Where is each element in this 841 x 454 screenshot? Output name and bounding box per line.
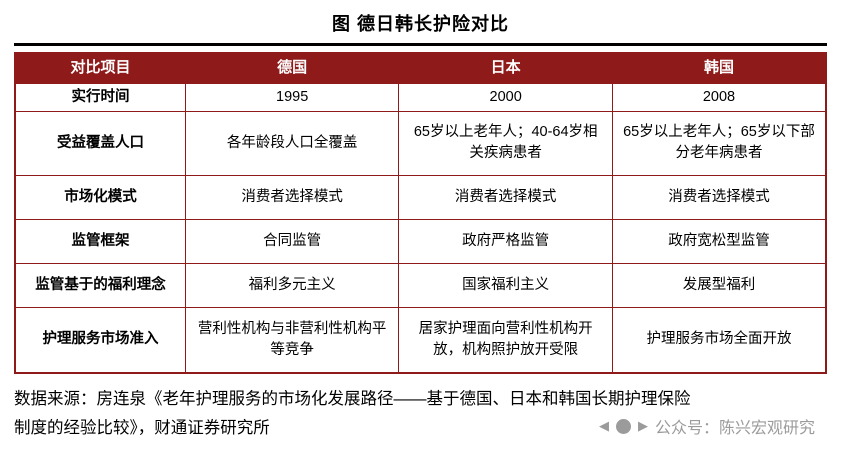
row-label-market-access: 护理服务市场准入 [14,306,186,374]
table-row: 实行时间 1995 2000 2008 [14,82,827,112]
cell-korea-coverage: 65岁以上老年人；65岁以下部分老年病患者 [611,110,827,176]
cell-korea-time: 2008 [611,82,827,112]
header-japan: 日本 [398,52,613,84]
header-germany: 德国 [184,52,400,84]
header-korea: 韩国 [611,52,827,84]
row-label-implementation-time: 实行时间 [14,82,186,112]
data-source-line1: 数据来源：房连泉《老年护理服务的市场化发展路径——基于德国、日本和韩国长期护理保… [14,390,691,409]
comparison-table: 对比项目 德国 日本 韩国 实行时间 1995 2000 2008 受益覆盖人口… [14,52,827,375]
cell-japan-mode: 消费者选择模式 [398,174,613,220]
cell-germany-coverage: 各年龄段人口全覆盖 [184,110,400,176]
cell-japan-time: 2000 [398,82,613,112]
row-label-coverage: 受益覆盖人口 [14,110,186,176]
table-row: 监管框架 合同监管 政府严格监管 政府宽松型监管 [14,218,827,264]
table-header: 对比项目 德国 日本 韩国 [14,52,827,84]
cell-japan-framework: 政府严格监管 [398,218,613,264]
cell-germany-welfare: 福利多元主义 [184,262,400,308]
cell-germany-mode: 消费者选择模式 [184,174,400,220]
figure-title: 图 德日韩长护险对比 [331,14,509,34]
row-label-regulation-framework: 监管框架 [14,218,186,264]
header-row: 对比项目 德国 日本 韩国 [14,52,827,84]
table-row: 市场化模式 消费者选择模式 消费者选择模式 消费者选择模式 [14,174,827,220]
cell-germany-time: 1995 [184,82,400,112]
cell-korea-framework: 政府宽松型监管 [611,218,827,264]
cell-korea-welfare: 发展型福利 [611,262,827,308]
watermark: ◀ ▶ 公众号：陈兴宏观研究 [599,414,815,438]
left-arrow-icon: ◀ [598,418,609,433]
watermark-text: 公众号：陈兴宏观研究 [654,420,815,437]
data-source-note: 数据来源：房连泉《老年护理服务的市场化发展路径——基于德国、日本和韩国长期护理保… [14,385,827,443]
cell-japan-access: 居家护理面向营利性机构开放，机构照护放开受限 [398,306,613,374]
cell-korea-access: 护理服务市场全面开放 [611,306,827,374]
table-row: 护理服务市场准入 营利性机构与非营利性机构平等竞争 居家护理面向营利性机构开放，… [14,306,827,374]
title-divider [14,43,827,46]
table-row: 监管基于的福利理念 福利多元主义 国家福利主义 发展型福利 [14,262,827,308]
circle-icon [615,418,631,434]
cell-germany-framework: 合同监管 [184,218,400,264]
header-compare-item: 对比项目 [14,52,186,84]
cell-japan-welfare: 国家福利主义 [398,262,613,308]
table-row: 受益覆盖人口 各年龄段人口全覆盖 65岁以上老年人；40-64岁相关疾病患者 6… [14,110,827,176]
table-body: 实行时间 1995 2000 2008 受益覆盖人口 各年龄段人口全覆盖 65岁… [14,82,827,374]
right-arrow-icon: ▶ [637,418,648,433]
cell-japan-coverage: 65岁以上老年人；40-64岁相关疾病患者 [398,110,613,176]
row-label-market-mode: 市场化模式 [14,174,186,220]
data-source-line2: 制度的经验比较》，财通证券研究所 [14,418,270,437]
cell-germany-access: 营利性机构与非营利性机构平等竞争 [184,306,400,374]
row-label-welfare-concept: 监管基于的福利理念 [14,262,186,308]
cell-korea-mode: 消费者选择模式 [611,174,827,220]
